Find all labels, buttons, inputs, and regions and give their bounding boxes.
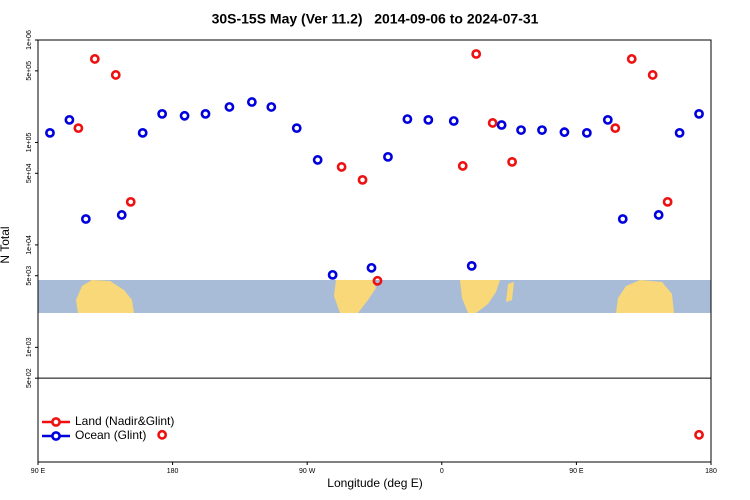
legend-label: Ocean (Glint) <box>75 428 146 442</box>
x-axis-label: Longitude (deg E) <box>327 476 422 490</box>
point <box>246 97 257 107</box>
point <box>662 196 673 207</box>
point <box>674 127 685 138</box>
point <box>537 125 547 135</box>
point <box>496 120 507 130</box>
x-tick-label: 180 <box>705 468 717 475</box>
point <box>157 429 168 440</box>
point <box>291 123 302 134</box>
point <box>448 116 459 126</box>
point <box>125 196 136 207</box>
y-tick-label: 1e+03 <box>26 337 33 357</box>
legend-marker <box>51 417 61 427</box>
point <box>200 108 211 119</box>
legend-marker <box>51 431 61 441</box>
point <box>471 49 482 59</box>
point <box>626 54 637 64</box>
chart-title: 30S-15S May (Ver 11.2) 2014-09-06 to 202… <box>212 11 539 27</box>
point <box>327 269 338 280</box>
point <box>507 156 517 167</box>
point <box>157 108 168 119</box>
y-tick-label: 5e+02 <box>26 368 33 388</box>
point <box>137 127 148 138</box>
point <box>64 114 75 125</box>
y-tick-label: 1e+06 <box>26 30 33 50</box>
point <box>516 125 526 135</box>
point <box>402 114 413 125</box>
point <box>179 110 190 121</box>
y-tick-label: 5e+03 <box>26 266 33 286</box>
x-tick-label: 90 W <box>299 468 316 475</box>
x-tick-label: 90 E <box>31 468 46 475</box>
point <box>653 210 664 220</box>
point <box>487 118 498 128</box>
point <box>110 70 121 80</box>
point <box>89 54 100 64</box>
y-axis-label: N Total <box>0 226 12 263</box>
point <box>694 108 704 119</box>
x-tick-label: 180 <box>167 468 179 475</box>
point <box>357 174 368 185</box>
point <box>457 161 468 171</box>
point <box>372 275 383 286</box>
point <box>224 102 235 112</box>
point <box>266 102 277 112</box>
y-tick-label: 1e+05 <box>26 133 33 153</box>
point <box>559 127 570 138</box>
point <box>80 214 91 224</box>
y-tick-label: 1e+04 <box>26 235 33 255</box>
point <box>73 123 84 134</box>
legend-label: Land (Nadir&Glint) <box>75 414 174 428</box>
point <box>647 70 658 80</box>
point <box>116 210 127 220</box>
point <box>617 214 628 224</box>
point <box>45 127 55 138</box>
point <box>610 123 621 134</box>
point <box>694 429 704 440</box>
map-strip <box>38 280 711 313</box>
point <box>581 127 592 138</box>
point <box>383 151 393 162</box>
x-tick-label: 0 <box>440 468 444 475</box>
x-tick-label: 90 E <box>569 468 584 475</box>
point <box>466 260 477 271</box>
point <box>366 262 377 273</box>
plot-frame <box>37 39 712 463</box>
y-tick-label: 5e+05 <box>26 61 33 81</box>
point <box>336 162 347 172</box>
y-tick-label: 5e+04 <box>26 163 33 183</box>
point <box>602 114 613 125</box>
point <box>312 155 323 165</box>
point <box>423 114 434 125</box>
